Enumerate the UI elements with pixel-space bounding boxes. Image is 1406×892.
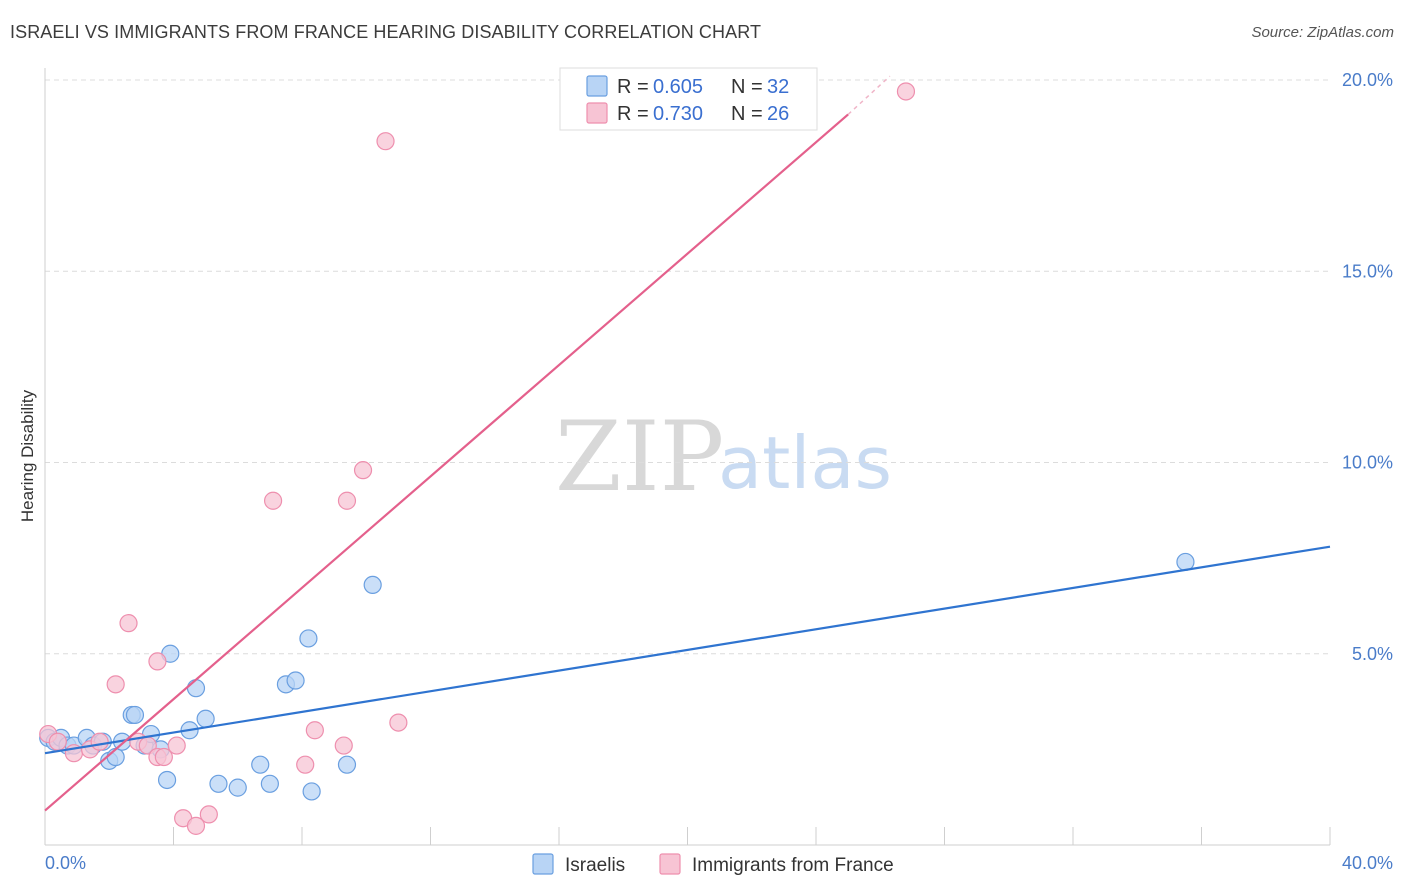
france-point	[353, 461, 373, 480]
legend-n-value: 26	[767, 103, 789, 125]
france-point	[334, 736, 353, 755]
watermark-zip: ZIP	[555, 401, 724, 513]
israelis-point	[302, 782, 321, 801]
israelis-points	[39, 552, 1195, 801]
legend-r-label: R =	[617, 103, 649, 125]
bottom-legend-swatch-france	[659, 853, 681, 875]
trend-lines	[44, 75, 1331, 812]
france-point	[119, 614, 138, 633]
legend-swatch-france	[586, 102, 608, 124]
legend-swatch-israelis	[586, 75, 608, 97]
x-tick-label-max: 40.0%	[1342, 853, 1393, 873]
watermark: ZIP atlas	[555, 401, 892, 513]
france-point	[48, 732, 67, 751]
israelis-point	[337, 755, 357, 774]
france-point	[106, 675, 125, 694]
france-point	[305, 721, 324, 740]
israelis-trend-line	[44, 545, 1331, 755]
france-point	[167, 736, 186, 755]
france-point	[263, 491, 283, 510]
chart-source: Source: ZipAtlas.com	[1251, 24, 1394, 41]
israelis-point	[106, 747, 125, 767]
israelis-point	[186, 679, 206, 698]
israelis-point	[299, 629, 318, 648]
israelis-point	[363, 575, 382, 595]
legend-n-value: 32	[767, 76, 789, 98]
france-point	[148, 652, 167, 671]
legend-r-label: R =	[617, 76, 649, 98]
y-tick-label: 15.0%	[1342, 261, 1393, 281]
israelis-point	[125, 705, 145, 725]
x-axis-ticks	[173, 827, 1331, 845]
france-point	[154, 747, 173, 767]
y-axis-title: Hearing Disability	[18, 389, 37, 522]
israelis-point	[157, 770, 177, 790]
chart-title: ISRAELI VS IMMIGRANTS FROM FRANCE HEARIN…	[10, 22, 762, 42]
y-tick-label: 5.0%	[1352, 644, 1393, 664]
france-point	[199, 805, 218, 824]
france-point	[389, 713, 408, 732]
israelis-point	[196, 709, 215, 728]
france-point	[337, 491, 357, 510]
israelis-point	[286, 671, 305, 690]
israelis-point	[251, 755, 270, 774]
france-trend-line	[44, 113, 849, 812]
top-legend: R = 0.605 N = 32 R = 0.730 N = 26	[559, 67, 818, 131]
y-tick-label: 10.0%	[1342, 453, 1393, 473]
legend-r-value: 0.730	[653, 103, 703, 125]
france-point	[296, 755, 315, 774]
bottom-legend-label-france: Immigrants from France	[692, 855, 894, 876]
x-tick-label-min: 0.0%	[45, 853, 86, 873]
israelis-point	[260, 774, 279, 793]
bottom-legend-label-israelis: Israelis	[565, 855, 625, 876]
france-point	[90, 732, 109, 751]
y-tick-label: 20.0%	[1342, 70, 1393, 90]
legend-n-label: N =	[731, 103, 763, 125]
israelis-point	[209, 774, 228, 793]
legend-r-value: 0.605	[653, 76, 703, 98]
israelis-point	[228, 778, 247, 797]
bottom-legend-swatch-israelis	[532, 853, 554, 875]
france-point	[376, 132, 395, 151]
y-axis-tick-labels: 5.0% 10.0% 15.0% 20.0%	[1342, 70, 1393, 664]
france-trend-extension	[847, 75, 891, 115]
grid-lines	[45, 79, 1330, 655]
legend-n-label: N =	[731, 76, 763, 98]
france-point	[186, 816, 206, 835]
france-point	[896, 82, 916, 101]
bottom-legend: Israelis Immigrants from France	[532, 853, 894, 876]
